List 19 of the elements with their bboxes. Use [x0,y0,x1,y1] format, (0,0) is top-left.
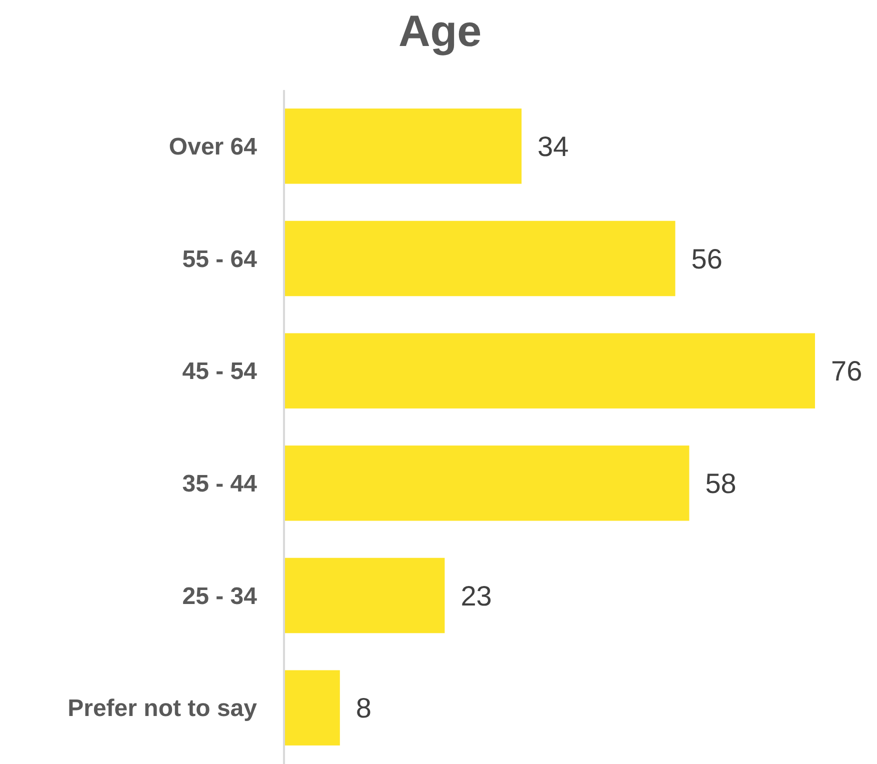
data-label: 23 [460,580,492,612]
data-label: 56 [691,243,722,274]
data-label: 76 [831,356,862,387]
data-label: 58 [705,468,736,499]
bar [284,670,340,746]
y-tick-label: 35 - 44 [182,470,258,498]
bar [284,220,676,296]
data-label: 34 [538,130,569,162]
y-tick-label: 25 - 34 [182,582,258,610]
y-tick-label: Prefer not to say [68,695,258,722]
bar [284,558,445,634]
chart-title: Age [398,7,482,56]
data-label: 8 [356,692,372,724]
y-tick-label: 55 - 64 [182,246,258,273]
y-tick-label: 45 - 54 [182,358,258,386]
bar [284,333,815,408]
y-tick-label: Over 64 [168,134,258,161]
bar [284,446,690,521]
bar [284,108,522,184]
